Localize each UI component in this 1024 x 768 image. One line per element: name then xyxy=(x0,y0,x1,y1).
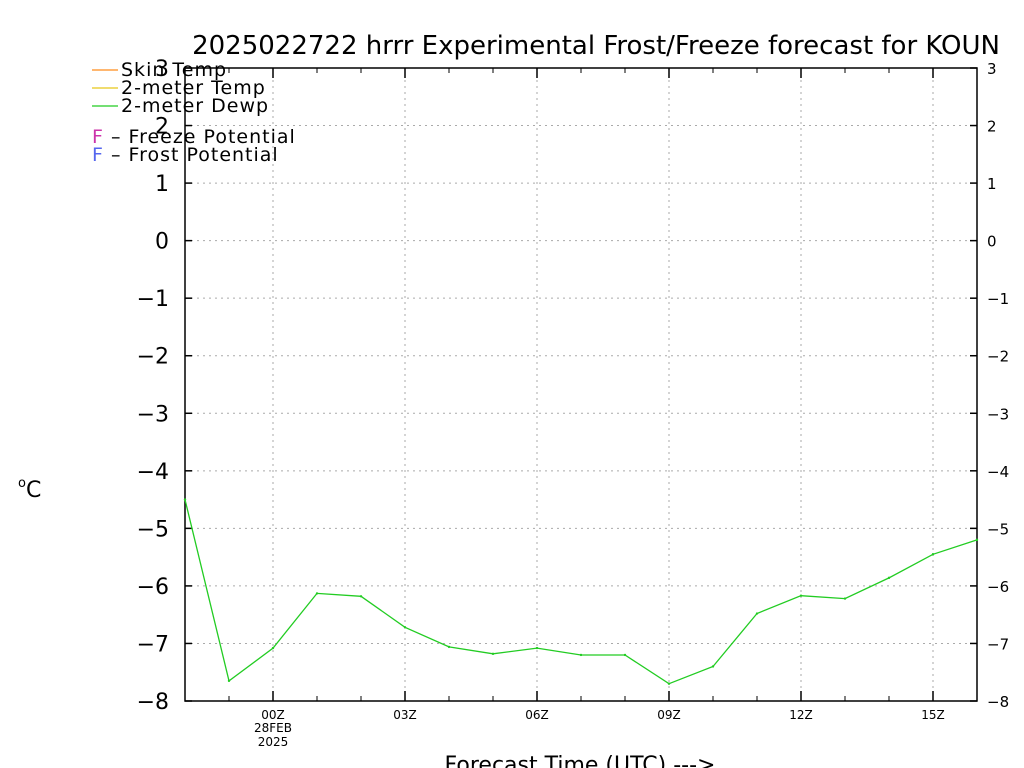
data-point xyxy=(315,592,319,595)
annotation-text: F – Freeze Potential xyxy=(92,126,296,148)
y-tick-label-right: −3 xyxy=(987,405,1009,423)
legend-label: 2-meter Dewp xyxy=(121,95,269,117)
y-tick-label-left: −4 xyxy=(137,460,169,485)
y-tick-label-right: 0 xyxy=(987,233,997,251)
x-tick-label: 06Z xyxy=(525,708,549,722)
data-point xyxy=(491,652,495,656)
y-tick-label-right: −2 xyxy=(987,348,1009,366)
y-tick-label-right: −4 xyxy=(987,463,1009,481)
annotation-label: – Freeze Potential xyxy=(104,126,296,148)
y-tick-label-left: 2 xyxy=(155,115,169,140)
chart-title: 2025022722 hrrr Experimental Frost/Freez… xyxy=(192,31,1000,61)
data-point xyxy=(755,612,759,615)
y-tick-label-right: −8 xyxy=(987,693,1009,711)
y-tick-label-right: −5 xyxy=(987,520,1009,538)
data-point xyxy=(843,597,847,600)
data-point xyxy=(711,665,715,668)
x-tick-year-label: 2025 xyxy=(258,735,289,749)
annotation-letter: F xyxy=(92,126,104,148)
y-tick-label-left: −2 xyxy=(137,345,169,370)
annotation-text: F – Frost Potential xyxy=(92,144,279,166)
data-point xyxy=(447,645,451,649)
y-tick-label-right: 1 xyxy=(987,175,997,193)
x-axis-label: Forecast Time (UTC) ---> xyxy=(445,753,716,768)
y-tick-label-right: −7 xyxy=(987,635,1009,653)
x-tick-date-label: 28FEB xyxy=(254,721,292,735)
data-point xyxy=(623,653,627,657)
y-tick-label-left: −1 xyxy=(137,287,169,312)
axis-ticks: 3 3 2 2 1 1 0 0 −1 −1 −2 −2 −3 −3 −4 −4 −5 −5 −6 −6 −7 −7 −8 −8… xyxy=(137,57,1010,749)
data-point xyxy=(535,646,539,650)
annotation-letter: F xyxy=(92,144,104,166)
y-axis-label: oC xyxy=(18,476,41,503)
data-point xyxy=(799,594,803,597)
x-tick-label: 15Z xyxy=(921,708,945,722)
y-axis-unit-superscript: o xyxy=(18,476,26,491)
y-tick-label-left: −8 xyxy=(137,690,169,715)
x-tick-label: 09Z xyxy=(657,708,681,722)
y-tick-label-left: −5 xyxy=(137,517,169,542)
x-tick-label: 12Z xyxy=(789,708,813,722)
x-tick-label: 03Z xyxy=(393,708,417,722)
y-axis-unit: C xyxy=(26,478,41,503)
annotation-label: – Frost Potential xyxy=(104,144,279,166)
data-point xyxy=(403,626,407,629)
y-tick-label-right: −1 xyxy=(987,290,1009,308)
grid-lines xyxy=(185,67,977,702)
y-tick-label-left: −3 xyxy=(137,402,169,427)
y-tick-label-left: 3 xyxy=(155,57,169,82)
data-point xyxy=(975,538,979,542)
y-tick-label-right: −6 xyxy=(987,578,1009,596)
data-point xyxy=(183,498,187,501)
legend-label: Skin Temp xyxy=(121,59,227,81)
y-tick-label-left: −7 xyxy=(137,632,169,657)
y-tick-label-left: 1 xyxy=(155,172,169,197)
data-point xyxy=(359,595,363,598)
data-point xyxy=(931,553,935,556)
legend-label: 2-meter Temp xyxy=(121,77,266,99)
y-tick-label-right: 3 xyxy=(987,60,997,78)
data-point xyxy=(227,679,231,683)
series-layer xyxy=(183,498,979,685)
plot-frame xyxy=(184,67,978,702)
data-point xyxy=(667,682,671,685)
data-point xyxy=(579,653,583,657)
y-tick-label-left: −6 xyxy=(137,575,169,600)
data-point xyxy=(271,646,275,650)
data-point xyxy=(887,576,891,580)
y-tick-label-left: 0 xyxy=(155,230,169,255)
y-tick-label-right: 2 xyxy=(987,118,997,136)
x-tick-label: 00Z xyxy=(261,708,285,722)
